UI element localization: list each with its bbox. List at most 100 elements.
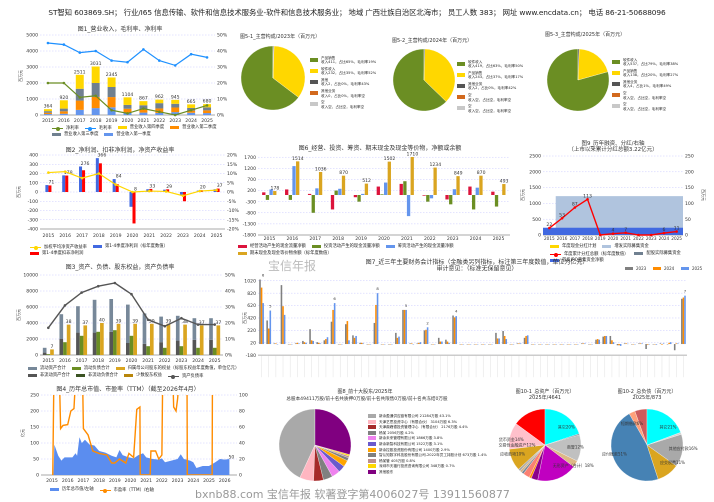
noncurrent-assets-bar <box>176 341 180 355</box>
liabilities-bar <box>130 336 134 355</box>
equity-label: 40 <box>99 318 105 324</box>
indicator-bar <box>684 296 686 344</box>
legend-item: 新余盈通供应链有限公司 21284万股 43.1% <box>368 414 487 418</box>
indicator-bar <box>448 343 450 344</box>
slice-label: 应交税费11% <box>660 459 685 465</box>
indicator-bar <box>660 343 662 344</box>
revenue-q4-bar <box>124 97 132 105</box>
current-assets-bar <box>59 314 63 339</box>
liabilities-bar <box>180 346 184 355</box>
y-tick-label: 4000 <box>26 49 38 55</box>
indicator-bar <box>641 343 643 344</box>
legend-label: 少数股东权益 <box>136 373 162 379</box>
indicator-bar <box>404 310 406 344</box>
indicator-bar <box>309 329 311 344</box>
legend-label: 深圳市天福行投资咨询有限公司 348万股 0.7% <box>379 464 455 468</box>
indicator-label: 7 <box>684 289 687 294</box>
y2-tick-label: 0 <box>685 233 688 239</box>
indicator-bar <box>620 344 622 346</box>
market-cap-last-label: 50 <box>228 454 234 460</box>
revenue-q1-bar <box>76 110 84 115</box>
revenue-q1-bar <box>139 113 147 115</box>
legend-item: 其他股东 <box>368 470 487 474</box>
y-tick-label: 0 <box>35 353 38 359</box>
y2-tick-label: 100 <box>239 393 248 399</box>
profit-label: 33 <box>149 183 155 189</box>
chart-subtitle: 2025年/873 <box>633 394 662 401</box>
y-axis-label: 亿元 <box>19 429 25 437</box>
legend-item: 空收入空，占比空，毛利率空 <box>612 102 678 111</box>
equity-bar <box>133 324 137 355</box>
y-tick-label: 0 <box>35 190 38 196</box>
y2-tick-label: 50% <box>225 273 236 279</box>
revenue-total-label: 962 <box>155 94 164 100</box>
equity-bar <box>100 323 104 355</box>
legend-item: 营业收入第一季度 <box>104 132 150 138</box>
legend-swatch-icon <box>368 442 376 446</box>
y-axis-label: 百万元 <box>520 189 525 201</box>
legend-marker-icon <box>103 489 107 493</box>
y2-tick-label: 40% <box>217 49 228 55</box>
operating-bar <box>331 195 334 209</box>
legend-label: 营业收入第三季度 <box>64 132 98 138</box>
revenue-q3-bar <box>155 103 163 108</box>
financing-bar <box>430 195 433 198</box>
indicator-bar <box>661 344 663 345</box>
x-tick-label: 2016 <box>59 233 71 239</box>
revenue-q2-bar <box>76 101 84 110</box>
indicator-bar <box>331 322 333 344</box>
ending_cash-bar <box>296 161 299 195</box>
indicator-bar <box>282 306 284 344</box>
y2-tick-label: 50% <box>217 33 228 39</box>
slice-label: 其它20% <box>558 424 575 430</box>
chart-subtitle: （上市以来累计分红总额3.22亿元） <box>568 145 657 153</box>
legend-item: 市盈率（TTM）/右轴 <box>100 488 154 494</box>
indicator-bar <box>316 342 318 344</box>
legend-item: 净利率 <box>52 126 79 132</box>
legend-detail: 收入空，占比空，毛利率空 <box>468 98 511 102</box>
ending_cash-bar <box>411 157 414 195</box>
legend-item: 第1-4季度净利润（标年度数值） <box>93 244 168 250</box>
revenue-q2-bar <box>60 111 68 113</box>
current-assets-bar <box>109 299 113 332</box>
legend-label: 加权平均净资产收益率 <box>44 245 87 251</box>
ending-cash-label: 178 <box>271 186 280 192</box>
y2-tick-label: 15% <box>227 162 238 168</box>
legend-swatch-icon <box>368 414 376 418</box>
revenue-q4-bar <box>108 77 116 87</box>
legend-item: 产品销售收入243，占比37%，毛利率17% <box>457 71 523 80</box>
revenue-total-label: 3031 <box>90 61 102 67</box>
dividend-label: 87 <box>572 202 578 208</box>
equity-label: 38 <box>66 319 72 325</box>
revenue-total-label: 945 <box>171 94 180 100</box>
x-tick-label: 2023 <box>176 358 188 364</box>
legend-swatch-icon <box>368 453 376 457</box>
slice-label: 无形资产（合计）18% <box>553 462 594 468</box>
indicator-label: 6 <box>333 296 336 301</box>
indicator-bar <box>681 299 683 344</box>
indicator-bar <box>497 338 499 344</box>
legend: 加权平均净资产收益率第1-4季度净利润（标年度数值）第1-4季度扣非净利润 <box>30 244 210 258</box>
indicator-bar <box>311 340 313 344</box>
x-tick-label: 2019 <box>109 358 121 364</box>
legend-label: 智认知数字科技股份有限公司-2022年员工持股计划 673万股 1.4% <box>379 453 487 457</box>
roe-point <box>182 194 185 197</box>
legend-item: 空收入空，占比空，毛利率空 <box>612 91 678 100</box>
equity-label: 37 <box>215 320 221 326</box>
investing-bar <box>426 195 429 202</box>
legend-swatch-icon <box>170 126 179 129</box>
legend-detail: 收入138，占比20%，毛利率27% <box>623 73 678 77</box>
chart-svg: 图9_历年融资、分红/右轴（上市以来累计分红总额3.22亿元）百万元百万元050… <box>510 140 714 240</box>
revenue-total-label: 680 <box>203 99 212 105</box>
roe-point <box>198 190 201 193</box>
indicator-bar <box>663 343 665 344</box>
equity-label: 39 <box>132 318 138 324</box>
dividend-label: 53 <box>559 212 565 218</box>
legend: 流动资产合计流动负债合计归属母公司股东的权益（标股东权益年度数值，单位亿元）非流… <box>28 366 248 380</box>
indicator-bar <box>640 343 642 344</box>
indicator-bar <box>362 343 364 344</box>
x-tick-label: 2021 <box>138 118 150 124</box>
indicator-bar <box>438 338 440 344</box>
revenue-q2-bar <box>44 113 52 114</box>
